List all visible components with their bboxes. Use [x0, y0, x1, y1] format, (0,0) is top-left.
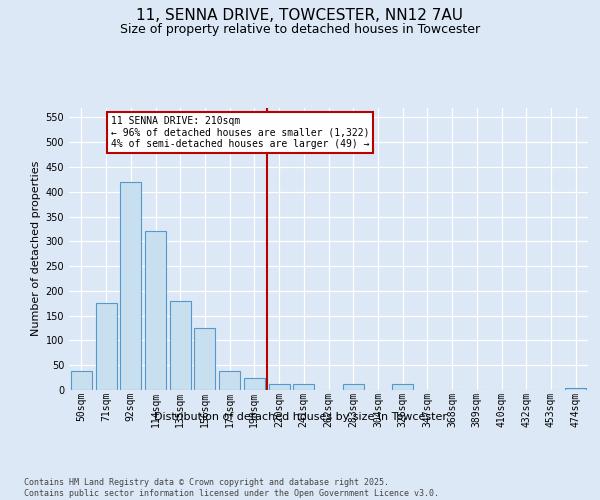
Bar [120, 182, 141, 390]
Bar [343, 384, 364, 390]
Bar [170, 301, 191, 390]
Y-axis label: Number of detached properties: Number of detached properties [31, 161, 41, 336]
Bar [293, 384, 314, 390]
Bar [269, 384, 290, 390]
Bar [219, 371, 240, 390]
Bar [145, 232, 166, 390]
Bar [244, 378, 265, 390]
Bar [565, 388, 586, 390]
Text: 11 SENNA DRIVE: 210sqm
← 96% of detached houses are smaller (1,322)
4% of semi-d: 11 SENNA DRIVE: 210sqm ← 96% of detached… [111, 116, 370, 149]
Bar [194, 328, 215, 390]
Bar [392, 384, 413, 390]
Text: Distribution of detached houses by size in Towcester: Distribution of detached houses by size … [154, 412, 446, 422]
Text: Size of property relative to detached houses in Towcester: Size of property relative to detached ho… [120, 22, 480, 36]
Text: Contains HM Land Registry data © Crown copyright and database right 2025.
Contai: Contains HM Land Registry data © Crown c… [24, 478, 439, 498]
Bar [71, 371, 92, 390]
Text: 11, SENNA DRIVE, TOWCESTER, NN12 7AU: 11, SENNA DRIVE, TOWCESTER, NN12 7AU [137, 8, 464, 22]
Bar [95, 304, 116, 390]
